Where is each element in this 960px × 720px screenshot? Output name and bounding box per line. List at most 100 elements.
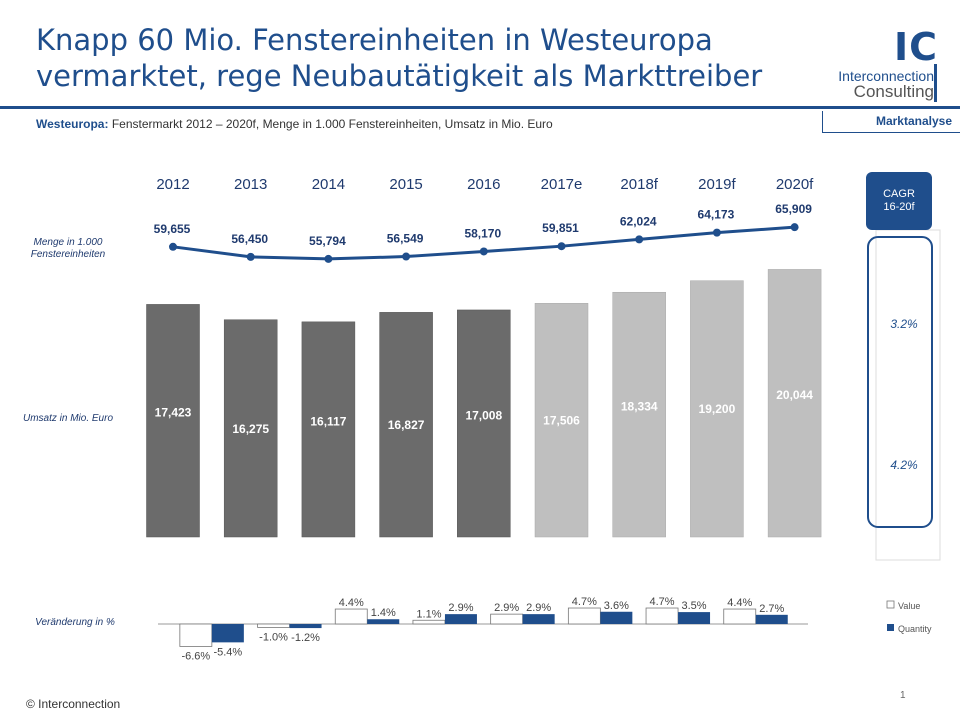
logo-line-2: Consulting <box>853 82 934 101</box>
year-label: 2016 <box>467 176 500 193</box>
quantity-label: 56,549 <box>387 232 424 246</box>
quantity-point <box>402 252 411 261</box>
legend-swatch-quantity <box>887 624 894 631</box>
header-rule <box>0 106 960 109</box>
change-bar-value <box>567 607 601 625</box>
change-bar-value <box>179 623 213 647</box>
revenue-label: 19,200 <box>699 402 736 416</box>
change-bar-quantity <box>289 624 322 629</box>
year-label: 2015 <box>389 176 422 193</box>
change-label-quantity: 2.9% <box>526 602 551 614</box>
change-bar-quantity <box>367 619 400 624</box>
revenue-label: 16,275 <box>232 422 269 436</box>
change-label-quantity: 2.9% <box>448 602 473 614</box>
quantity-point <box>635 235 644 244</box>
change-label-quantity: -5.4% <box>213 646 242 658</box>
revenue-bar <box>146 304 200 538</box>
cagr-header-box <box>866 172 932 230</box>
revenue-label: 16,827 <box>388 418 425 432</box>
quantity-point <box>557 242 566 251</box>
revenue-bar <box>612 291 666 538</box>
revenue-bar <box>690 280 744 538</box>
revenue-label: 16,117 <box>310 414 346 428</box>
quantity-label: 55,794 <box>309 234 346 248</box>
logo-bar <box>934 64 937 102</box>
row-label-change: Veränderung in % <box>35 617 115 628</box>
change-bar-quantity <box>444 614 477 624</box>
cagr-values-box <box>867 236 933 528</box>
cagr-header-line2: 16-20f <box>883 201 915 213</box>
revenue-label: 17,008 <box>465 408 502 422</box>
change-label-value: 4.4% <box>727 597 752 609</box>
revenue-label: 17,423 <box>155 406 192 420</box>
change-bar-value <box>334 608 368 625</box>
page-subtitle: Westeuropa: Fenstermarkt 2012 – 2020f, M… <box>36 117 553 131</box>
revenue-label: 17,506 <box>543 414 580 428</box>
change-label-quantity: 2.7% <box>759 603 784 615</box>
quantity-label: 64,173 <box>698 208 735 222</box>
revenue-bar <box>301 321 356 538</box>
quantity-label: 65,909 <box>775 202 812 216</box>
change-label-value: -1.0% <box>259 631 288 643</box>
quantity-point <box>324 254 333 263</box>
change-bar-quantity <box>600 611 633 624</box>
change-bar-value <box>412 619 446 625</box>
page-number: 1 <box>900 690 906 701</box>
quantity-point <box>712 228 721 237</box>
change-bar-value <box>490 613 524 625</box>
change-label-quantity: 3.5% <box>682 600 707 612</box>
change-bar-value <box>723 608 757 625</box>
change-label-value: 4.7% <box>572 596 597 608</box>
change-label-value: 4.7% <box>650 596 675 608</box>
footer-copyright: © Interconnection <box>26 697 121 711</box>
cagr-panel-frame <box>875 229 941 561</box>
cagr-quantity: 3.2% <box>890 317 918 331</box>
quantity-label: 59,851 <box>542 221 579 235</box>
quantity-point <box>246 252 255 261</box>
revenue-bar <box>379 312 433 538</box>
change-label-value: 1.1% <box>416 608 441 620</box>
quantity-label: 56,450 <box>231 232 268 246</box>
quantity-point <box>790 223 799 232</box>
year-label: 2013 <box>234 176 267 193</box>
quantity-label: 59,655 <box>154 222 191 236</box>
revenue-label: 18,334 <box>621 400 658 414</box>
row-label-quantity: Menge in 1.000 Fenstereinheiten <box>31 237 106 260</box>
change-label-quantity: 1.4% <box>371 607 396 619</box>
section-label: Marktanalyse <box>822 111 960 133</box>
year-label: 2012 <box>156 176 189 193</box>
cagr-revenue: 4.2% <box>890 458 918 472</box>
company-logo: IC Interconnection Consulting <box>808 28 938 102</box>
revenue-label: 20,044 <box>776 388 813 402</box>
legend-label-quantity: Quantity <box>898 624 932 634</box>
change-bar-value <box>257 623 290 628</box>
quantity-point <box>169 242 177 251</box>
cagr-header-line1: CAGR <box>883 188 915 200</box>
year-label: 2018f <box>620 176 658 193</box>
change-bar-quantity <box>522 614 555 624</box>
revenue-bar <box>457 309 511 538</box>
revenue-bar <box>767 269 822 538</box>
quantity-label: 58,170 <box>464 226 501 240</box>
subtitle-description: Fenstermarkt 2012 – 2020f, Menge in 1.00… <box>111 117 553 131</box>
change-bar-value <box>645 607 679 625</box>
legend-swatch-value <box>886 600 895 609</box>
year-label: 2019f <box>698 176 736 193</box>
change-label-value: 2.9% <box>494 602 519 614</box>
quantity-label: 62,024 <box>620 214 657 228</box>
page-title: Knapp 60 Mio. Fenstereinheiten in Westeu… <box>36 23 763 93</box>
revenue-bar <box>223 319 278 538</box>
logo-line-1: Interconnection <box>838 68 934 84</box>
year-label: 2017e <box>541 176 583 193</box>
subtitle-region: Westeuropa: <box>36 117 109 131</box>
row-label-revenue: Umsatz in Mio. Euro <box>23 413 113 424</box>
logo-mark: IC <box>894 25 939 69</box>
legend-label-value: Value <box>898 601 920 611</box>
revenue-bar <box>534 303 589 538</box>
change-bar-quantity <box>211 624 244 643</box>
year-label: 2020f <box>776 176 814 193</box>
change-label-quantity: 3.6% <box>604 600 629 612</box>
year-label: 2014 <box>312 176 345 193</box>
quantity-point <box>479 247 488 256</box>
